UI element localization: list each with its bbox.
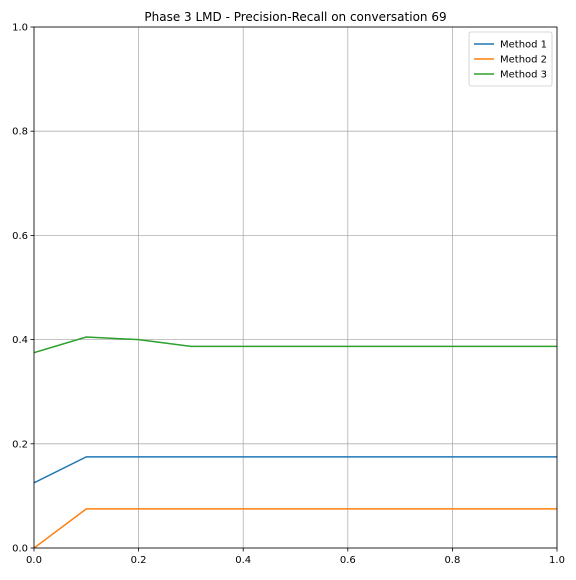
series-lines — [34, 336, 557, 548]
y-tick-label: 1.0 — [12, 23, 28, 34]
grid-lines — [33, 26, 558, 549]
x-tick-label: 0.0 — [26, 555, 42, 566]
legend-label: Method 1 — [500, 40, 547, 51]
x-tick-label: 0.8 — [444, 555, 460, 566]
chart-title: Phase 3 LMD - Precision-Recall on conver… — [144, 10, 446, 24]
legend-box — [468, 31, 553, 87]
x-tick-label: 0.4 — [235, 555, 251, 566]
tick-labels: 0.0 0.2 0.4 0.6 0.8 1.0 0.0 0.2 0.4 0.6 0.8 1.0 — [12, 23, 565, 567]
axes — [33, 26, 558, 549]
y-tick-label: 0.8 — [12, 127, 28, 138]
y-tick-label: 0.6 — [12, 231, 28, 242]
y-tick-label: 0.2 — [12, 439, 28, 450]
x-tick-label: 0.6 — [340, 555, 356, 566]
series-line-method-3 — [34, 336, 557, 354]
y-tick-label: 0.4 — [12, 335, 28, 346]
legend-label: Method 2 — [500, 55, 547, 66]
legend-label: Method 3 — [500, 70, 547, 81]
legend: Method 1 Method 2 Method 3 — [468, 31, 553, 87]
x-tick-label: 0.2 — [131, 555, 147, 566]
plot-frame — [33, 26, 558, 549]
x-tick-label: 1.0 — [549, 555, 565, 566]
y-tick-label: 0.0 — [12, 544, 28, 555]
series-line-method-2 — [34, 508, 557, 548]
series-line-method-1 — [34, 456, 557, 484]
